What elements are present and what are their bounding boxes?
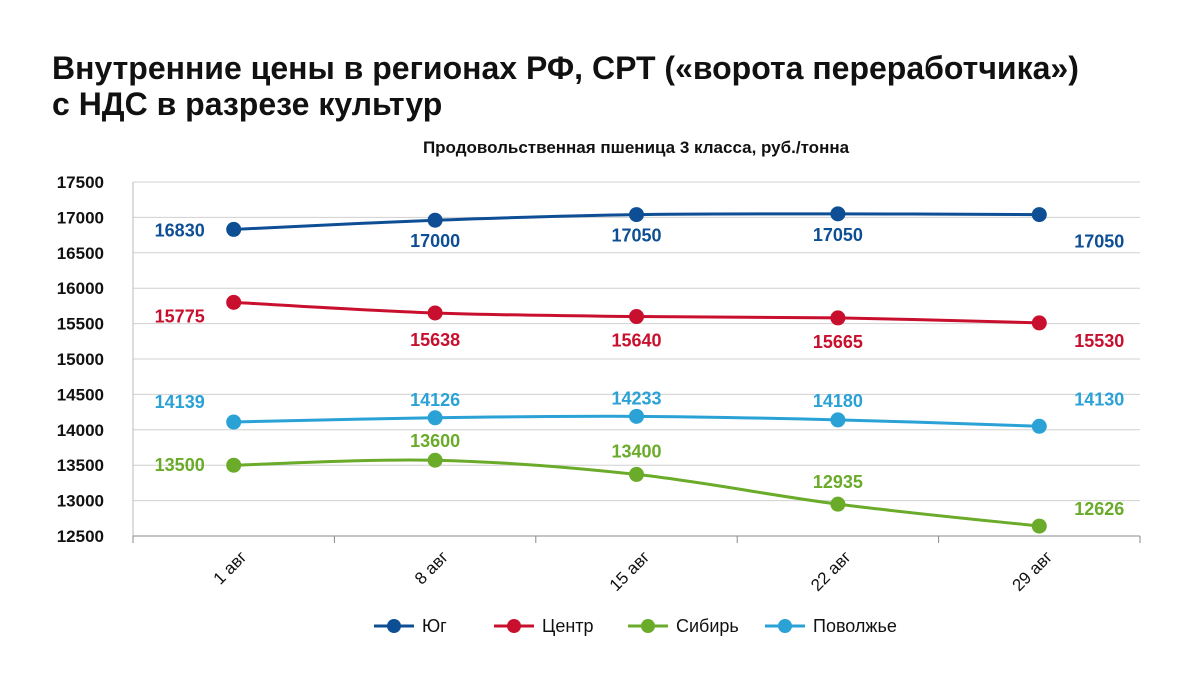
series-2-data-label-5: 15530	[1074, 331, 1124, 351]
chart-subtitle: Продовольственная пшеница 3 класса, руб.…	[423, 138, 850, 157]
series-4-point-4	[830, 412, 846, 428]
grid-lines	[133, 181, 1140, 502]
legend-label-4: Поволжье	[813, 616, 897, 636]
x-tick-label-1: 1 авг	[210, 547, 251, 588]
series-2-point-5	[1031, 315, 1047, 331]
y-tick-label-16500: 16500	[57, 244, 104, 263]
legend-marker-3	[641, 619, 655, 633]
series-points	[226, 206, 1047, 534]
series-3-data-label-5: 12626	[1074, 499, 1124, 519]
legend-label-1: Юг	[422, 616, 447, 636]
series-4-point-2	[427, 410, 443, 426]
legend-marker-4	[778, 619, 792, 633]
series-3-point-4	[830, 496, 846, 512]
series-3-point-1	[226, 457, 242, 473]
y-tick-label-16000: 16000	[57, 279, 104, 298]
series-4-data-label-3: 14233	[611, 388, 661, 408]
series-2-point-1	[226, 294, 242, 310]
y-tick-label-14500: 14500	[57, 385, 104, 404]
series-1-data-label-5: 17050	[1074, 232, 1124, 252]
series-3-point-5	[1031, 518, 1047, 534]
legend-marker-2	[507, 619, 521, 633]
series-3-data-label-1: 13500	[155, 455, 205, 475]
y-tick-label-15000: 15000	[57, 350, 104, 369]
series-4-data-label-2: 14126	[410, 390, 460, 410]
x-tick-label-4: 22 авг	[807, 547, 855, 595]
series-4-data-label-4: 14180	[813, 391, 863, 411]
legend: Юг Центр Сибирь Поволжье	[374, 616, 897, 636]
series-2-data-label-3: 15640	[611, 331, 661, 351]
legend-label-3: Сибирь	[676, 616, 739, 636]
legend-marker-1	[387, 619, 401, 633]
series-4-point-3	[629, 408, 644, 424]
series-2-point-2	[427, 305, 443, 321]
series-2-point-3	[629, 309, 644, 325]
series-2-data-label-1: 15775	[155, 306, 205, 326]
page-title-line1: Внутренние цены в регионах РФ, СРТ («вор…	[52, 50, 1079, 86]
x-tick-label-5: 29 авг	[1009, 547, 1057, 595]
y-tick-label-13500: 13500	[57, 456, 104, 475]
series-2-point-4	[830, 310, 846, 326]
series-3-data-label-3: 13400	[611, 441, 661, 461]
y-tick-label-12500: 12500	[57, 527, 104, 546]
y-tick-label-14000: 14000	[57, 421, 104, 440]
series-1-point-2	[427, 212, 443, 228]
series-1-data-label-1: 16830	[155, 220, 205, 240]
series-1-data-label-4: 17050	[813, 225, 863, 245]
series-1-point-4	[830, 206, 846, 222]
series-1-data-label-2: 17000	[410, 231, 460, 251]
series-1-point-5	[1031, 207, 1047, 223]
page-title: Внутренние цены в регионах РФ, СРТ («вор…	[52, 50, 1152, 122]
series-3-data-label-2: 13600	[410, 431, 460, 451]
series-2-data-label-2: 15638	[410, 330, 460, 350]
series-3-point-2	[427, 452, 443, 468]
legend-label-2: Центр	[542, 616, 594, 636]
axes: 12500 13000 13500 14000 14500 15000 15500 16000…	[57, 173, 1141, 595]
page-title-line2: с НДС в разрезе культур	[52, 86, 443, 122]
series-4-data-label-1: 14139	[155, 392, 205, 412]
series-1-point-3	[629, 207, 644, 223]
y-tick-label-17000: 17000	[57, 208, 104, 227]
series-4-data-label-5: 14130	[1074, 389, 1124, 409]
series-3-data-label-4: 12935	[813, 472, 863, 492]
data-labels: 16830 17000 17050 17050 17050 15775 15638 15640…	[155, 220, 1125, 519]
series-4-point-1	[226, 414, 242, 430]
y-tick-label-17500: 17500	[57, 173, 104, 192]
series-1-point-1	[226, 221, 242, 237]
y-tick-label-13000: 13000	[57, 492, 104, 511]
y-tick-label-15500: 15500	[57, 315, 104, 334]
series-4-point-5	[1031, 418, 1047, 434]
series-2-data-label-4: 15665	[813, 332, 863, 352]
x-tick-label-3: 15 авг	[606, 547, 654, 595]
series-3-point-3	[629, 466, 644, 482]
x-tick-label-2: 8 авг	[411, 547, 452, 588]
series-1-data-label-3: 17050	[611, 226, 661, 246]
